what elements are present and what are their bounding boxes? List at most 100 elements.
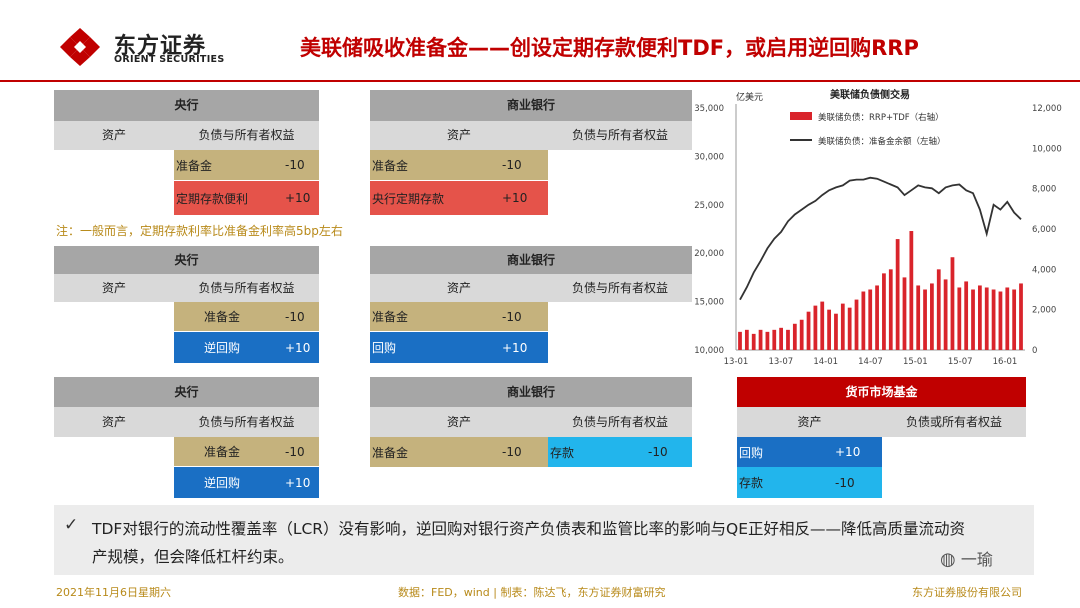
- rrp-tdf-bar: [868, 289, 873, 350]
- table-title: 央行: [54, 90, 319, 121]
- table-title: 央行: [54, 377, 319, 407]
- rrp-tdf-bar: [909, 231, 914, 350]
- rrp-tdf-bar: [744, 329, 749, 350]
- row-label: 准备金: [372, 445, 409, 460]
- row-reverse-repo: 逆回购 +10: [174, 332, 319, 363]
- rrp-tdf-bar: [895, 239, 900, 350]
- rrp-tdf-bar: [991, 289, 996, 350]
- col-liabilities: 负债与所有者权益: [174, 121, 319, 150]
- table-commercial-bank-deposit: 商业银行 资产 负债与所有者权益 准备金 -10 存款 -10: [370, 377, 692, 467]
- rrp-tdf-bar: [923, 289, 927, 350]
- wechat-icon: ◍: [940, 549, 956, 570]
- logo-mark-icon: [60, 28, 100, 66]
- row-reserves: 准备金 -10: [174, 437, 319, 466]
- col-liabilities: 负债与所有者权益: [174, 274, 319, 302]
- row-reserves: 准备金 -10: [370, 437, 548, 467]
- rrp-tdf-bar: [916, 285, 921, 350]
- footer-date: 2021年11月6日星期六: [56, 586, 171, 599]
- x-tick-label: 13-01: [724, 357, 749, 367]
- rrp-tdf-bar: [765, 331, 770, 350]
- y-left-tick-label: 10,000: [694, 346, 724, 356]
- rrp-tdf-bar: [772, 329, 777, 350]
- col-assets: 资产: [370, 121, 548, 150]
- y-left-tick-label: 30,000: [694, 152, 724, 162]
- table-commercial-bank-rrp: 商业银行 资产 负债与所有者权益 准备金 -10 回购 +10: [370, 246, 692, 363]
- row-central-bank-deposit: 央行定期存款 +10: [370, 181, 548, 215]
- rrp-tdf-bar: [786, 329, 790, 350]
- y-left-tick-label: 25,000: [694, 201, 724, 211]
- row-label: 存款: [739, 476, 764, 490]
- rrp-tdf-bar: [820, 301, 825, 350]
- row-value: -10: [502, 158, 522, 172]
- x-tick-label: 16-01: [993, 357, 1018, 367]
- row-deposit: 存款 -10: [737, 467, 882, 498]
- row-label: 准备金: [204, 310, 241, 324]
- rrp-tdf-bar: [930, 283, 934, 350]
- rrp-tdf-bar: [854, 299, 859, 350]
- logo-text-en: ORIENT SECURITIES: [114, 54, 225, 65]
- rrp-tdf-bar: [902, 277, 907, 350]
- table-money-market-fund: 货币市场基金 资产 负债或所有者权益 回购 +10 存款 -10: [737, 377, 1026, 498]
- table-title: 货币市场基金: [737, 377, 1026, 407]
- row-tdf: 定期存款便利 +10: [174, 181, 319, 215]
- col-liabilities: 负债与所有者权益: [174, 407, 319, 437]
- rrp-tdf-bar: [861, 291, 866, 350]
- rrp-tdf-bar: [964, 281, 969, 350]
- chart-legend: 美联储负债：RRP+TDF（右轴） 美联储负债：准备金余额（左轴）: [790, 112, 946, 147]
- col-liabilities: 负债或所有者权益: [882, 407, 1026, 437]
- y-left-tick-label: 20,000: [694, 249, 724, 259]
- row-reserves: 准备金 -10: [370, 302, 548, 331]
- row-value: +10: [285, 191, 311, 205]
- chart-title: 美联储负债侧交易: [830, 88, 910, 101]
- row-repo: 回购 +10: [737, 437, 882, 467]
- row-value: -10: [285, 158, 305, 172]
- col-liabilities: 负债与所有者权益: [548, 121, 692, 150]
- row-value: -10: [502, 445, 522, 459]
- y-right-tick-label: 0: [1032, 346, 1037, 356]
- y-right-tick-label: 12,000: [1032, 104, 1062, 114]
- col-assets: 资产: [54, 274, 174, 302]
- row-value: -10: [502, 309, 522, 324]
- logo: 东方证券 ORIENT SECURITIES: [54, 26, 254, 70]
- watermark-text: 一瑜: [960, 550, 993, 569]
- rrp-tdf-bar: [847, 307, 852, 350]
- table-title: 央行: [54, 246, 319, 274]
- reserves-line: [739, 176, 1022, 301]
- row-label: 存款: [550, 445, 575, 460]
- row-value: -10: [835, 475, 855, 490]
- row-value: +10: [285, 475, 311, 490]
- conclusion-text: TDF对银行的流动性覆盖率（LCR）没有影响，逆回购对银行资产负债表和监管比率的…: [92, 520, 966, 566]
- legend-reserves: 美联储负债：准备金余额（左轴）: [818, 136, 946, 147]
- x-tick-label: 13-07: [768, 357, 793, 367]
- y-right-tick-label: 8,000: [1032, 185, 1056, 195]
- row-value: +10: [835, 445, 861, 459]
- row-label: 准备金: [372, 310, 409, 324]
- x-tick-label: 15-07: [948, 357, 973, 367]
- row-label: 逆回购: [204, 476, 241, 490]
- footer-source: 数据：FED，wind | 制表：陈达飞，东方证券财富研究: [398, 586, 666, 599]
- table-central-bank-tdf: 央行 资产 负债与所有者权益 准备金 -10 定期存款便利 +10: [54, 90, 319, 215]
- rrp-tdf-bar: [779, 327, 784, 350]
- rrp-tdf-bar: [806, 311, 811, 350]
- row-reverse-repo: 逆回购 +10: [174, 467, 319, 498]
- rrp-tdf-bar: [984, 287, 989, 350]
- page-title: 美联储吸收准备金——创设定期存款便利TDF，或启用逆回购RRP: [300, 36, 919, 60]
- row-repo: 回购 +10: [370, 332, 548, 363]
- rrp-tdf-bar: [792, 323, 797, 350]
- rrp-tdf-bar: [751, 333, 756, 350]
- rrp-tdf-bar: [840, 303, 845, 350]
- title-divider: [0, 80, 1080, 82]
- row-reserves: 准备金 -10: [174, 150, 319, 180]
- conclusion-box: ✓ TDF对银行的流动性覆盖率（LCR）没有影响，逆回购对银行资产负债表和监管比…: [54, 505, 1034, 575]
- rrp-tdf-bar: [977, 285, 982, 350]
- rrp-tdf-bar: [943, 279, 948, 350]
- col-assets: 资产: [54, 407, 174, 437]
- table-central-bank-rrp: 央行 资产 负债与所有者权益 准备金 -10 逆回购 +10: [54, 246, 319, 363]
- row-value: +10: [502, 191, 528, 205]
- row-label: 逆回购: [204, 341, 241, 355]
- legend-rrp: 美联储负债：RRP+TDF（右轴）: [818, 112, 944, 123]
- table-title: 商业银行: [370, 90, 692, 121]
- watermark: ◍ 一瑜: [940, 546, 993, 570]
- row-label: 准备金: [176, 158, 213, 173]
- rrp-tdf-bar: [813, 305, 818, 350]
